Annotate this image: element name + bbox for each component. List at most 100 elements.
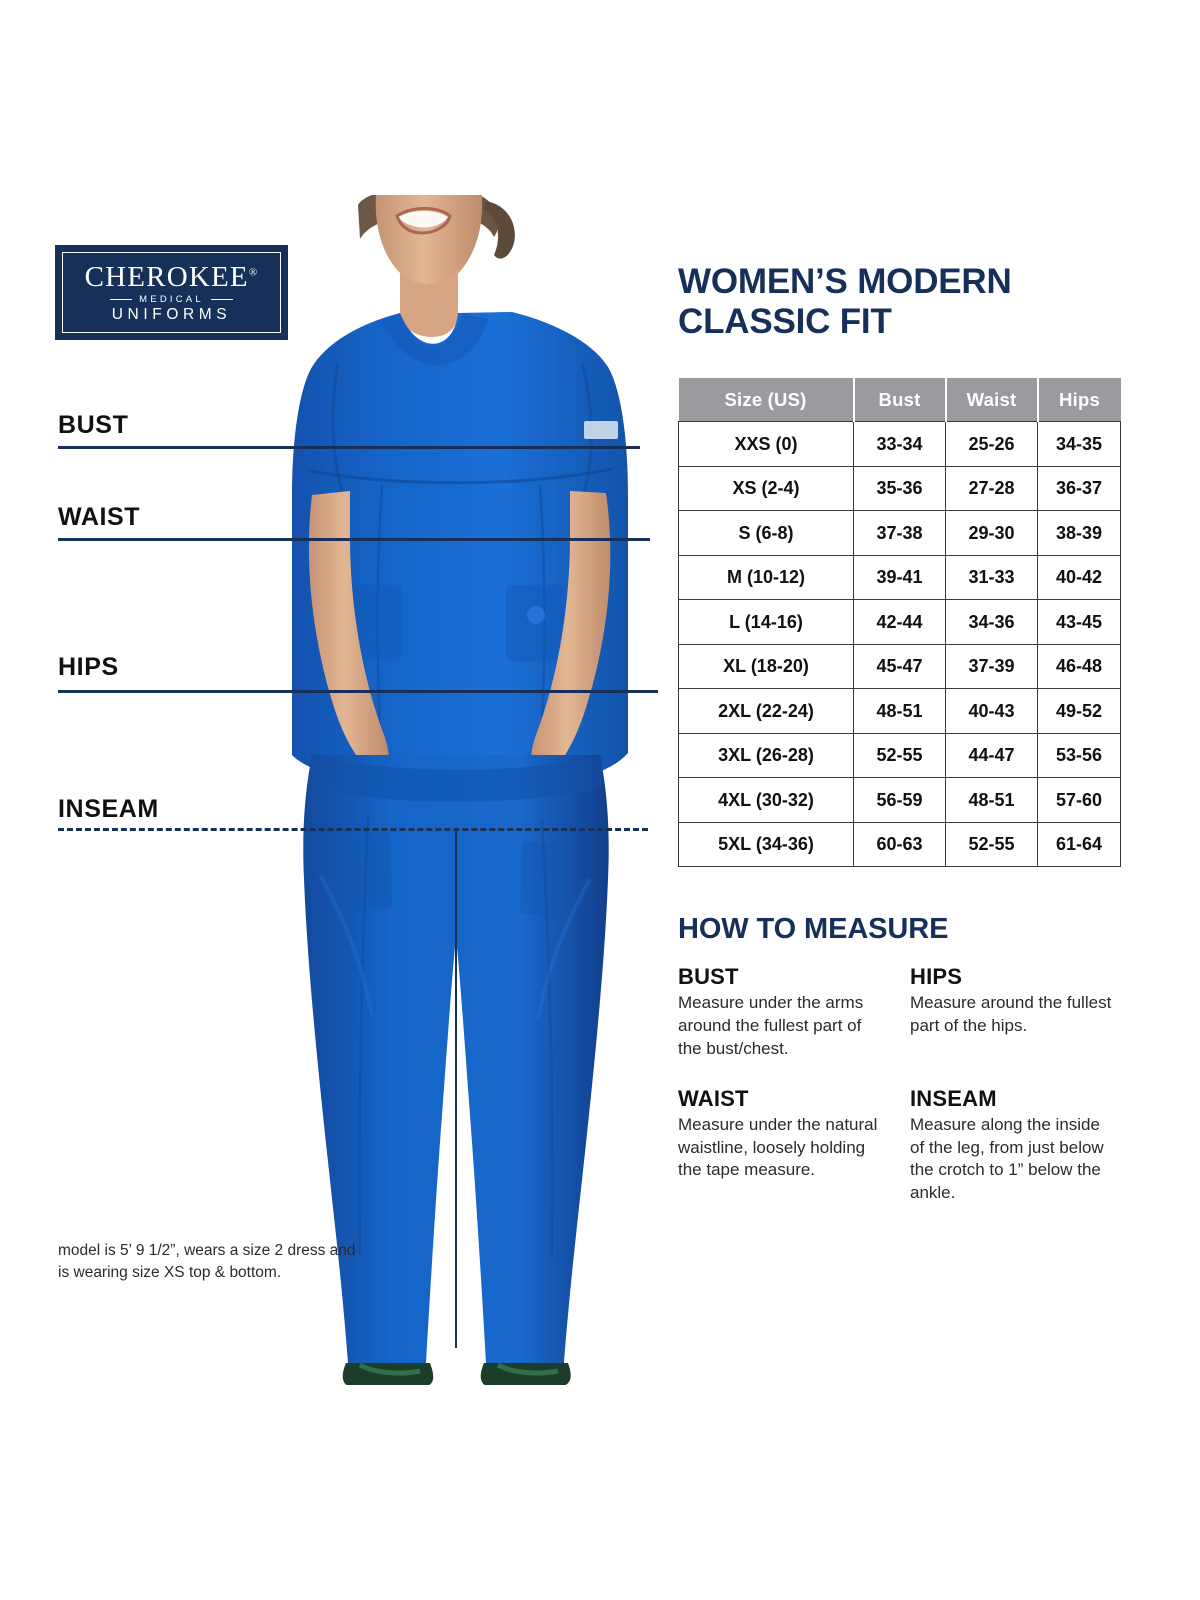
cell-waist: 29-30 — [945, 510, 1038, 556]
cell-size: 4XL (30-32) — [678, 777, 854, 823]
guide-label-waist: WAIST — [58, 503, 141, 531]
cell-hips: 36-37 — [1037, 465, 1121, 512]
table-row: L (14-16) 42-44 34-36 43-45 — [678, 599, 1121, 645]
guide-line-hips — [58, 690, 658, 693]
guide-label-inseam: INSEAM — [58, 795, 159, 823]
cell-hips: 34-35 — [1037, 421, 1121, 467]
cell-bust: 60-63 — [853, 821, 946, 868]
cell-waist: 48-51 — [945, 777, 1038, 823]
cell-bust: 52-55 — [853, 732, 946, 779]
cell-bust: 33-34 — [853, 421, 946, 467]
model-caption: model is 5’ 9 1/2”, wears a size 2 dress… — [58, 1242, 356, 1282]
table-row: 2XL (22-24) 48-51 40-43 49-52 — [678, 688, 1121, 734]
table-row: M (10-12) 39-41 31-33 40-42 — [678, 554, 1121, 601]
logo-brand-text: CHEROKEE — [84, 260, 249, 293]
guide-label-bust: BUST — [58, 411, 129, 439]
guide-line-inseam-vertical — [455, 828, 457, 1348]
logo-medical-text: MEDICAL — [139, 293, 204, 305]
scrub-pants-shape — [303, 755, 609, 1363]
cell-size: L (14-16) — [678, 599, 854, 645]
how-to-heading-inseam: INSEAM — [910, 1086, 997, 1112]
column-header-bust: Bust — [853, 377, 947, 422]
cherokee-logo: CHEROKEE® MEDICAL UNIFORMS — [55, 245, 288, 340]
logo-medical-line: MEDICAL — [110, 293, 233, 305]
how-to-heading-waist: WAIST — [678, 1086, 749, 1112]
table-row: 3XL (26-28) 52-55 44-47 53-56 — [678, 732, 1121, 779]
cell-hips: 61-64 — [1037, 821, 1121, 868]
guide-label-hips: HIPS — [58, 653, 119, 681]
how-to-item-bust: BUST Measure under the arms around the f… — [678, 964, 910, 1060]
cell-hips: 57-60 — [1037, 777, 1121, 823]
how-to-text-inseam: Measure along the inside of the leg, fro… — [910, 1115, 1104, 1202]
registered-mark-icon: ® — [248, 265, 259, 278]
cell-size: XS (2-4) — [678, 465, 854, 512]
table-row: XXS (0) 33-34 25-26 34-35 — [678, 421, 1121, 467]
cell-bust: 48-51 — [853, 688, 946, 734]
how-to-item-waist: WAIST Measure under the natural waistlin… — [678, 1086, 910, 1204]
how-to-text-hips: Measure around the fullest part of the h… — [910, 993, 1112, 1035]
cell-bust: 35-36 — [853, 465, 946, 512]
cell-waist: 37-39 — [945, 643, 1038, 690]
cell-hips: 53-56 — [1037, 732, 1121, 779]
left-arm-shape — [308, 491, 389, 777]
right-arm-shape — [531, 491, 611, 779]
model-illustration-icon — [292, 195, 628, 1385]
table-row: 4XL (30-32) 56-59 48-51 57-60 — [678, 777, 1121, 823]
scrub-top-shape — [292, 312, 628, 780]
model-photo — [250, 195, 670, 1385]
cell-waist: 27-28 — [945, 465, 1038, 512]
cell-bust: 37-38 — [853, 510, 946, 556]
cell-hips: 43-45 — [1037, 599, 1121, 645]
how-to-measure-grid: BUST Measure under the arms around the f… — [678, 964, 1120, 1204]
logo-uniforms-text: UNIFORMS — [111, 306, 232, 323]
cell-hips: 49-52 — [1037, 688, 1121, 734]
cell-size: S (6-8) — [678, 510, 854, 556]
cell-size: 5XL (34-36) — [678, 821, 854, 868]
cell-waist: 40-43 — [945, 688, 1038, 734]
right-column: WOMEN’S MODERN CLASSIC FIT Size (US) Bus… — [678, 262, 1121, 1205]
table-row: XS (2-4) 35-36 27-28 36-37 — [678, 465, 1121, 512]
column-header-hips: Hips — [1037, 377, 1121, 422]
guide-line-waist — [58, 538, 650, 541]
logo-brand-name: CHEROKEE® — [84, 260, 259, 293]
table-header-row: Size (US) Bust Waist Hips — [678, 377, 1121, 422]
logo-rule-right-icon — [210, 298, 233, 300]
how-to-measure-title: HOW TO MEASURE — [678, 913, 949, 946]
cell-bust: 42-44 — [853, 599, 946, 645]
table-row: S (6-8) 37-38 29-30 38-39 — [678, 510, 1121, 556]
cell-waist: 25-26 — [945, 421, 1038, 467]
guide-line-inseam — [58, 828, 648, 831]
logo-inner-frame: CHEROKEE® MEDICAL UNIFORMS — [62, 252, 281, 333]
how-to-heading-bust: BUST — [678, 964, 739, 990]
how-to-item-hips: HIPS Measure around the fullest part of … — [910, 964, 1120, 1060]
cell-size: 2XL (22-24) — [678, 688, 854, 734]
column-header-size: Size (US) — [678, 377, 855, 422]
cell-bust: 56-59 — [853, 777, 946, 823]
cell-waist: 52-55 — [945, 821, 1038, 868]
how-to-heading-hips: HIPS — [910, 964, 963, 990]
page-title: WOMEN’S MODERN CLASSIC FIT — [678, 262, 1012, 341]
how-to-text-bust: Measure under the arms around the fulles… — [678, 993, 864, 1058]
cell-size: XL (18-20) — [678, 643, 854, 690]
cell-bust: 45-47 — [853, 643, 946, 690]
how-to-text-waist: Measure under the natural waistline, loo… — [678, 1115, 878, 1180]
cell-bust: 39-41 — [853, 554, 946, 601]
cell-size: 3XL (26-28) — [678, 732, 854, 779]
guide-line-bust — [58, 446, 640, 449]
cell-waist: 34-36 — [945, 599, 1038, 645]
cell-size: M (10-12) — [678, 554, 854, 601]
how-to-item-inseam: INSEAM Measure along the inside of the l… — [910, 1086, 1120, 1204]
cell-waist: 44-47 — [945, 732, 1038, 779]
table-row: 5XL (34-36) 60-63 52-55 61-64 — [678, 821, 1121, 868]
table-row: XL (18-20) 45-47 37-39 46-48 — [678, 643, 1121, 690]
cell-size: XXS (0) — [678, 421, 854, 467]
neck-shape — [400, 267, 458, 337]
cell-hips: 40-42 — [1037, 554, 1121, 601]
size-chart-table: Size (US) Bust Waist Hips XXS (0) 33-34 25… — [678, 377, 1121, 868]
cell-hips: 38-39 — [1037, 510, 1121, 556]
cell-waist: 31-33 — [945, 554, 1038, 601]
column-header-waist: Waist — [945, 377, 1039, 422]
logo-rule-left-icon — [110, 298, 133, 300]
cell-hips: 46-48 — [1037, 643, 1121, 690]
